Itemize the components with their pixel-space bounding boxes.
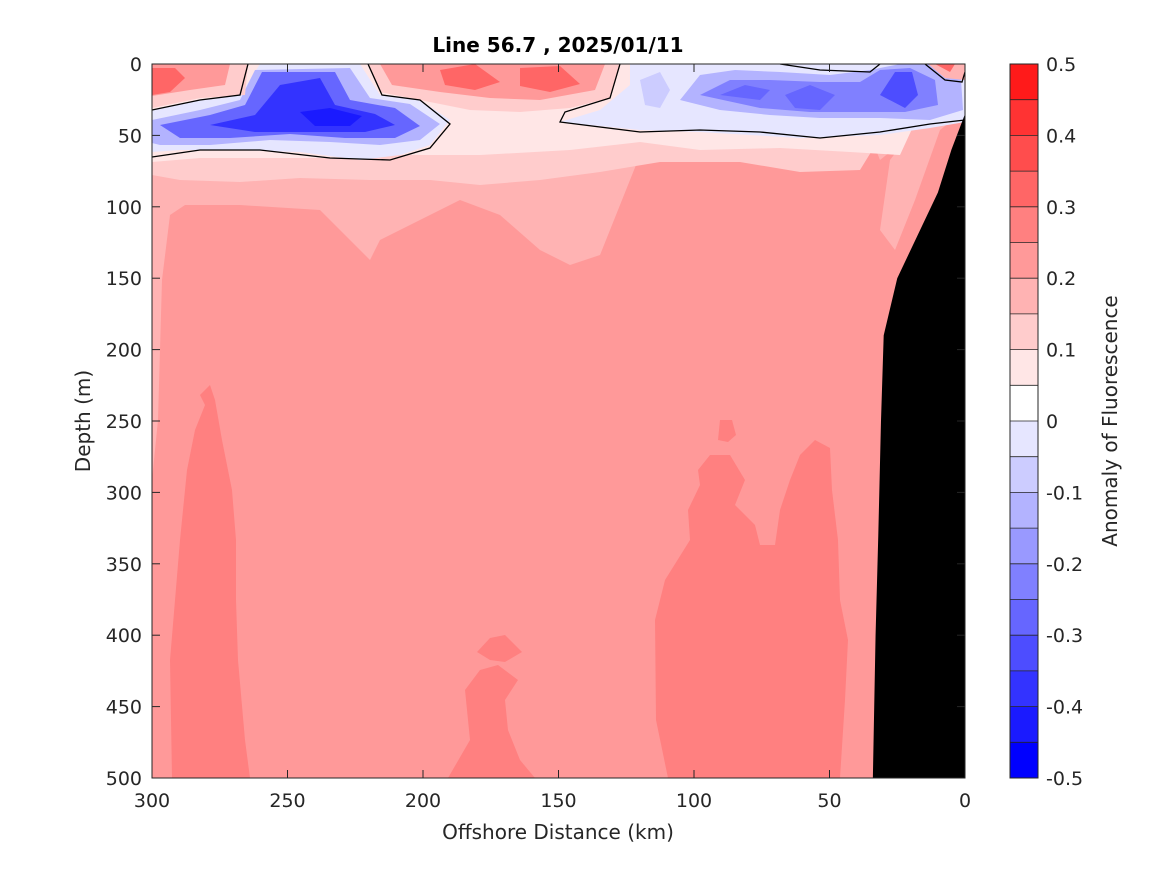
colorbar-swatch bbox=[1010, 349, 1038, 386]
y-tick-label: 400 bbox=[106, 625, 142, 647]
region-left-edge bbox=[152, 200, 170, 480]
colorbar-swatch bbox=[1010, 242, 1038, 279]
colorbar-swatch bbox=[1010, 171, 1038, 207]
y-tick-label: 350 bbox=[106, 554, 142, 576]
y-tick-label: 450 bbox=[106, 697, 142, 719]
y-axis: 0 50 100 150 200 250 300 350 400 450 500 bbox=[106, 54, 965, 790]
colorbar-swatch bbox=[1010, 99, 1038, 136]
colorbar-swatch bbox=[1010, 670, 1038, 707]
colorbar-frame bbox=[1009, 63, 1039, 779]
colorbar-tick-label: -0.2 bbox=[1046, 554, 1083, 576]
y-tick-label: 150 bbox=[106, 268, 142, 290]
colorbar-swatch bbox=[1010, 385, 1038, 421]
region-deep-core-1 bbox=[170, 385, 250, 778]
colorbar-tick-label: -0.4 bbox=[1046, 697, 1083, 719]
colorbar-tick-label: -0.3 bbox=[1046, 625, 1083, 647]
zero-contour-line-4 bbox=[779, 64, 881, 73]
region-surface-negative-nearshore-6 bbox=[880, 72, 918, 108]
colorbar-label: Anomaly of Fluorescence bbox=[1098, 295, 1122, 546]
y-tick-label: 0 bbox=[130, 54, 142, 76]
y-tick-label: 300 bbox=[106, 482, 142, 504]
colorbar-swatch bbox=[1010, 278, 1038, 314]
colorbar-tick-label: 0.2 bbox=[1046, 268, 1076, 290]
region-deep-core-2b bbox=[477, 635, 522, 662]
region-surface-positive-mid-4 bbox=[520, 66, 580, 92]
colorbar-swatch bbox=[1010, 706, 1038, 743]
x-tick-label: 50 bbox=[817, 790, 841, 812]
x-tick-label: 100 bbox=[676, 790, 712, 812]
y-tick-label: 500 bbox=[106, 768, 142, 790]
zero-contour-line-3 bbox=[559, 64, 965, 139]
colorbar-tick-label: 0.1 bbox=[1046, 340, 1076, 362]
colorbar-tick-label: -0.5 bbox=[1046, 768, 1083, 790]
region-surface-positive-nearshore-2 bbox=[935, 64, 955, 72]
region-surface-negative-offshore-5 bbox=[300, 108, 362, 126]
y-tick-label: 50 bbox=[118, 125, 142, 147]
colorbar-tick-label: 0.5 bbox=[1046, 54, 1076, 76]
x-tick-label: 150 bbox=[540, 790, 576, 812]
region-surface-negative-nearshore-7 bbox=[640, 72, 670, 108]
colorbar-tick-label: 0 bbox=[1046, 411, 1058, 433]
colorbar-tick-label: 0.4 bbox=[1046, 125, 1076, 147]
colorbar-tick-label: -0.1 bbox=[1046, 482, 1083, 504]
colorbar-swatch bbox=[1010, 599, 1038, 636]
colorbar-swatch bbox=[1010, 64, 1038, 100]
region-surface-negative-nearshore-5 bbox=[785, 85, 835, 110]
region-surface-negative-nearshore-4 bbox=[720, 85, 770, 100]
y-tick-label: 200 bbox=[106, 340, 142, 362]
x-tick-label: 250 bbox=[269, 790, 305, 812]
zero-contour-line-1 bbox=[152, 64, 249, 111]
bathymetry-mask bbox=[872, 113, 965, 778]
chart-title: Line 56.7 , 2025/01/11 bbox=[432, 33, 683, 57]
colorbar-swatch bbox=[1010, 421, 1038, 457]
colorbar-swatch bbox=[1010, 635, 1038, 671]
region-surface-positive-mid-3 bbox=[440, 64, 500, 90]
colorbar-swatch bbox=[1010, 206, 1038, 243]
x-axis-label: Offshore Distance (km) bbox=[442, 820, 674, 844]
colorbar-swatch bbox=[1010, 563, 1038, 600]
plot-area bbox=[152, 64, 965, 778]
colorbar-swatch bbox=[1010, 742, 1038, 778]
zero-contour-line-5 bbox=[924, 64, 965, 83]
x-tick-label: 200 bbox=[405, 790, 441, 812]
zero-contour-line-2 bbox=[152, 64, 451, 161]
colorbar-swatch bbox=[1010, 492, 1038, 529]
colorbar-tick-label: 0.3 bbox=[1046, 197, 1076, 219]
region-deep-core-3b bbox=[718, 420, 736, 442]
x-tick-label: 300 bbox=[134, 790, 170, 812]
y-tick-label: 250 bbox=[106, 411, 142, 433]
colorbar-swatch bbox=[1010, 528, 1038, 564]
x-tick-label: 0 bbox=[959, 790, 971, 812]
colorbar: 0.5 0.4 0.3 0.2 0.1 0 -0.1 -0.2 -0.3 -0.4 -0.5 bbox=[1009, 54, 1083, 790]
region-surface-positive-nearshore bbox=[928, 64, 965, 80]
colorbar-swatch bbox=[1010, 135, 1038, 172]
region-surface-positive-corner-3 bbox=[152, 68, 185, 95]
colorbar-swatch bbox=[1010, 313, 1038, 350]
y-axis-label: Depth (m) bbox=[71, 370, 95, 472]
colorbar-swatch bbox=[1010, 456, 1038, 493]
x-axis: 300 250 200 150 100 50 0 bbox=[134, 64, 971, 812]
region-deep-core-3 bbox=[655, 440, 848, 778]
region-deep-core-2 bbox=[448, 665, 535, 778]
y-tick-label: 100 bbox=[106, 197, 142, 219]
